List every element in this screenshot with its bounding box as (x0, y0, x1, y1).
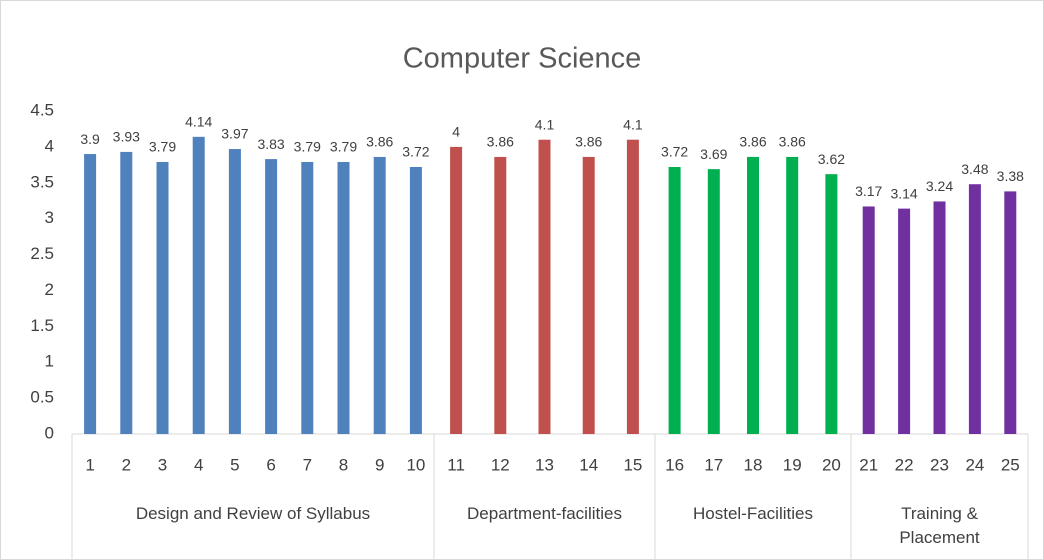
bar (450, 146, 463, 434)
group-label: Design and Review of Syllabus (135, 504, 371, 523)
x-tick-label: 13 (535, 455, 554, 474)
data-label: 4.14 (185, 114, 212, 130)
group-label: Training & Placement (899, 504, 980, 547)
data-label: 3.48 (961, 161, 988, 177)
bar (862, 206, 875, 434)
y-tick-label: 2 (45, 280, 54, 299)
data-label: 3.86 (575, 134, 602, 150)
bar (192, 136, 205, 434)
data-label: 4 (452, 124, 460, 140)
bar (156, 161, 169, 434)
bar (373, 156, 386, 434)
y-tick-label: 0 (45, 423, 54, 442)
y-tick-label: 4 (45, 136, 54, 155)
x-tick-label: 23 (930, 455, 949, 474)
data-label: 3.38 (997, 168, 1024, 184)
y-tick-label: 3 (45, 208, 54, 227)
data-label: 3.97 (221, 126, 248, 142)
data-label: 3.14 (890, 185, 917, 201)
data-label: 3.79 (330, 139, 357, 155)
bar (825, 174, 838, 435)
bar (538, 139, 551, 434)
x-tick-label: 5 (230, 455, 239, 474)
bar (747, 156, 759, 434)
x-tick-label: 17 (704, 455, 723, 474)
x-tick-label: 10 (406, 455, 425, 474)
bar (668, 166, 681, 434)
data-label: 3.86 (779, 134, 806, 150)
x-tick-label: 6 (266, 455, 275, 474)
data-label: 3.72 (402, 144, 429, 160)
data-label: 3.83 (257, 136, 284, 152)
bar (301, 161, 314, 434)
data-label: 3.69 (700, 146, 727, 162)
bar (409, 166, 422, 434)
x-tick-label: 15 (623, 455, 642, 474)
data-label: 4.1 (623, 116, 643, 132)
y-tick-label: 1 (45, 352, 54, 371)
x-tick-label: 19 (783, 455, 802, 474)
data-label: 3.24 (926, 178, 953, 194)
y-tick-label: 4.5 (30, 100, 54, 119)
bar (494, 156, 507, 434)
x-tick-label: 16 (665, 455, 684, 474)
group-label-box: Design and Review of Syllabus (135, 504, 371, 523)
bar (933, 201, 946, 434)
data-label: 3.93 (113, 129, 140, 145)
group-label-box: Department-facilities (467, 504, 622, 523)
bar (337, 161, 350, 434)
x-tick-label: 14 (579, 455, 598, 474)
x-tick-label: 4 (194, 455, 203, 474)
bar (707, 169, 720, 434)
x-tick-label: 21 (859, 455, 878, 474)
bar (898, 208, 911, 434)
x-tick-label: 22 (895, 455, 914, 474)
data-label: 3.62 (818, 151, 845, 167)
x-tick-label: 1 (85, 455, 94, 474)
bar (84, 154, 97, 435)
bar (786, 156, 799, 434)
y-tick-label: 1.5 (30, 316, 54, 335)
bar (120, 151, 133, 434)
data-label: 3.86 (487, 134, 514, 150)
data-label: 3.86 (366, 134, 393, 150)
bar (228, 149, 241, 434)
bar (1004, 191, 1017, 434)
bar (626, 139, 639, 434)
chart-title: Computer Science (403, 43, 642, 75)
x-tick-label: 7 (303, 455, 312, 474)
bar (265, 159, 278, 434)
group-label-box: Hostel-Facilities (693, 504, 813, 523)
data-label: 3.17 (855, 183, 882, 199)
y-tick-label: 3.5 (30, 172, 54, 191)
x-tick-label: 20 (822, 455, 841, 474)
x-tick-label: 18 (744, 455, 763, 474)
x-tick-label: 2 (122, 455, 131, 474)
data-label: 3.79 (149, 139, 176, 155)
group-label-box: Training & Placement (899, 504, 980, 547)
x-tick-label: 25 (1001, 455, 1020, 474)
data-label: 4.1 (535, 116, 555, 132)
x-tick-label: 11 (447, 455, 465, 474)
bar (968, 184, 981, 434)
data-label: 3.9 (80, 131, 100, 147)
bar (582, 156, 595, 434)
y-tick-label: 2.5 (30, 244, 54, 263)
data-label: 3.79 (294, 139, 321, 155)
data-label: 3.86 (739, 134, 766, 150)
data-label: 3.72 (661, 144, 688, 160)
x-tick-label: 8 (339, 455, 348, 474)
y-tick-label: 0.5 (30, 388, 54, 407)
x-tick-label: 12 (491, 455, 510, 474)
group-label: Department-facilities (467, 504, 622, 523)
x-tick-label: 3 (158, 455, 167, 474)
x-tick-label: 9 (375, 455, 384, 474)
x-tick-label: 24 (965, 455, 984, 474)
group-label: Hostel-Facilities (693, 504, 813, 523)
